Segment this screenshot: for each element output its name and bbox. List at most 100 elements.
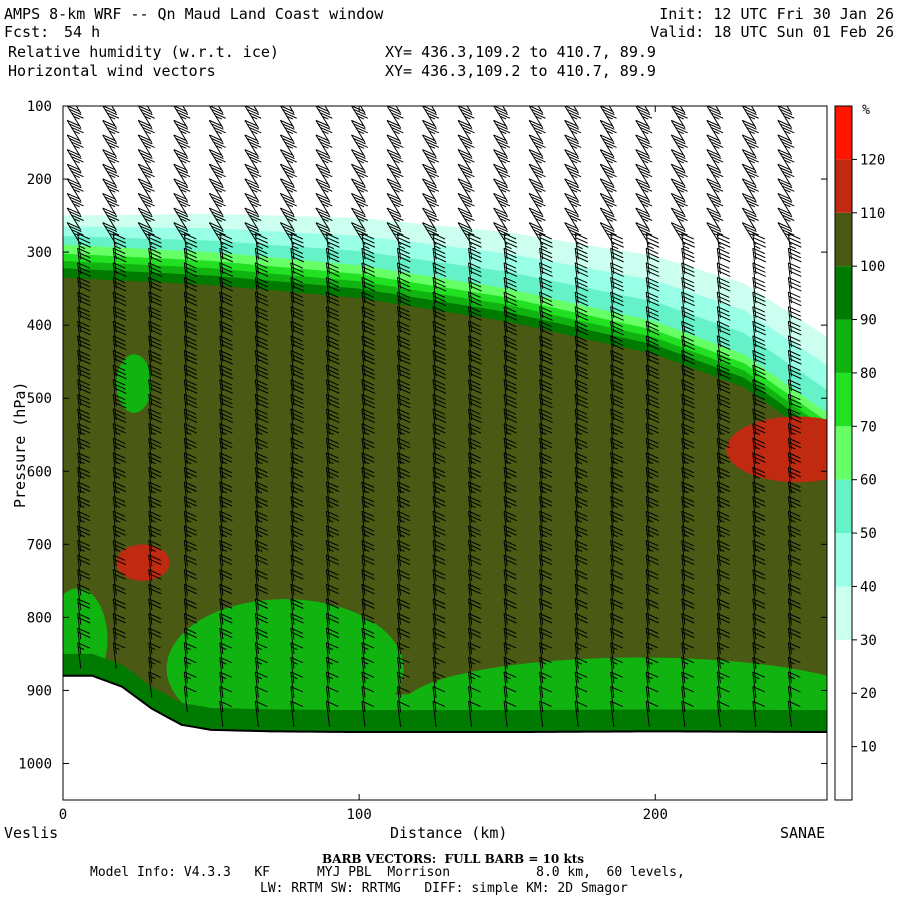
wind-barb bbox=[148, 525, 162, 552]
wind-barb bbox=[351, 134, 369, 158]
wind-barb bbox=[645, 525, 659, 552]
wind-barb bbox=[468, 642, 481, 669]
wind-barb bbox=[102, 163, 120, 187]
wind-barb bbox=[457, 192, 475, 216]
terrain-fill bbox=[63, 675, 827, 800]
plot-frame bbox=[62, 105, 828, 801]
wind-barb bbox=[290, 379, 305, 406]
wind-barb bbox=[254, 335, 269, 362]
wind-barb bbox=[787, 656, 801, 684]
wind-barb bbox=[564, 119, 582, 143]
wind-barb bbox=[432, 613, 446, 640]
wind-barb bbox=[208, 119, 226, 143]
wind-barb bbox=[396, 262, 411, 289]
wind-barb bbox=[503, 554, 517, 581]
wind-barb bbox=[539, 496, 553, 523]
wind-barb bbox=[361, 569, 375, 596]
wind-barb bbox=[137, 207, 155, 231]
wind-barb bbox=[503, 306, 518, 333]
wind-barb bbox=[715, 106, 721, 114]
wind-barb bbox=[716, 481, 730, 508]
wind-barb bbox=[645, 598, 659, 625]
wind-barb bbox=[396, 510, 411, 538]
colorbar-label: 50 bbox=[860, 526, 877, 542]
wind-barb bbox=[752, 408, 767, 435]
wind-barb bbox=[681, 598, 695, 625]
wind-barb bbox=[786, 106, 792, 114]
wind-barb bbox=[112, 466, 126, 494]
wind-barb bbox=[670, 106, 688, 129]
wind-barb bbox=[787, 554, 802, 581]
wind-barb bbox=[752, 569, 766, 596]
wind-barb bbox=[716, 656, 730, 684]
wind-barb bbox=[254, 539, 269, 567]
wind-barb bbox=[574, 335, 589, 362]
wind-barb bbox=[432, 642, 446, 669]
wind-barb bbox=[219, 525, 233, 552]
wind-barb bbox=[315, 207, 333, 231]
wind-barb bbox=[539, 350, 553, 377]
wind-barb bbox=[290, 539, 304, 567]
wind-barb bbox=[564, 106, 582, 129]
wind-barb bbox=[290, 496, 304, 523]
wind-barb bbox=[396, 408, 411, 435]
wind-barb bbox=[681, 350, 695, 377]
wind-barb bbox=[432, 437, 446, 465]
wind-barb bbox=[361, 583, 375, 611]
rh-surface-layer bbox=[63, 653, 827, 733]
wind-barb bbox=[574, 466, 588, 494]
wind-barb bbox=[112, 452, 126, 479]
wind-barb bbox=[574, 408, 589, 435]
wind-barb bbox=[208, 134, 226, 158]
wind-barb bbox=[466, 106, 473, 114]
wind-barb bbox=[254, 291, 269, 318]
colorbar-label: 30 bbox=[860, 633, 877, 649]
wind-barb bbox=[396, 320, 411, 348]
wind-barb bbox=[539, 320, 553, 348]
wind-barb bbox=[539, 539, 553, 567]
wind-barb bbox=[315, 163, 333, 187]
wind-barb bbox=[432, 510, 446, 538]
colorbar: 10 20 30 40 50 60 70 80 90 100 110 120% bbox=[834, 103, 885, 801]
wind-barb bbox=[432, 350, 447, 377]
wind-barb bbox=[254, 423, 269, 450]
wind-barb bbox=[681, 247, 695, 275]
wind-barb bbox=[77, 379, 91, 406]
wind-barb bbox=[539, 335, 553, 362]
wind-barb bbox=[457, 222, 475, 246]
wind-barb bbox=[361, 496, 375, 523]
wind-barb bbox=[183, 452, 197, 479]
wind-barb bbox=[539, 700, 552, 728]
wind-barb bbox=[574, 393, 589, 421]
wind-barb bbox=[396, 452, 411, 479]
wind-barb bbox=[77, 423, 91, 450]
wind-barb bbox=[219, 452, 233, 479]
wind-barb bbox=[361, 700, 375, 728]
wind-barb bbox=[752, 700, 766, 728]
wind-barb bbox=[750, 106, 757, 114]
wind-barb bbox=[681, 364, 695, 391]
wind-barb bbox=[681, 656, 694, 684]
wind-barb bbox=[361, 510, 375, 538]
wind-barb bbox=[599, 222, 617, 246]
wind-barb bbox=[148, 350, 162, 377]
wind-barb bbox=[351, 222, 369, 246]
wind-barb bbox=[148, 569, 162, 596]
wind-barb bbox=[645, 539, 659, 567]
wind-barb bbox=[468, 393, 482, 421]
wind-barb bbox=[716, 554, 730, 581]
wind-barb bbox=[244, 192, 262, 216]
wind-barb bbox=[325, 276, 340, 304]
wind-barb bbox=[706, 192, 724, 216]
wind-barb bbox=[574, 423, 588, 450]
wind-barb bbox=[645, 481, 659, 508]
wind-barb bbox=[112, 291, 127, 318]
wind-barb bbox=[77, 247, 91, 275]
wind-barb bbox=[502, 106, 508, 114]
wind-barb bbox=[219, 539, 233, 567]
wind-barb bbox=[503, 510, 517, 538]
wind-barb bbox=[716, 364, 731, 391]
cross-section-xy-1: XY= 436.3,109.2 to 410.7, 89.9 bbox=[385, 43, 656, 61]
wind-barb bbox=[325, 393, 340, 421]
wind-barb bbox=[539, 393, 553, 421]
